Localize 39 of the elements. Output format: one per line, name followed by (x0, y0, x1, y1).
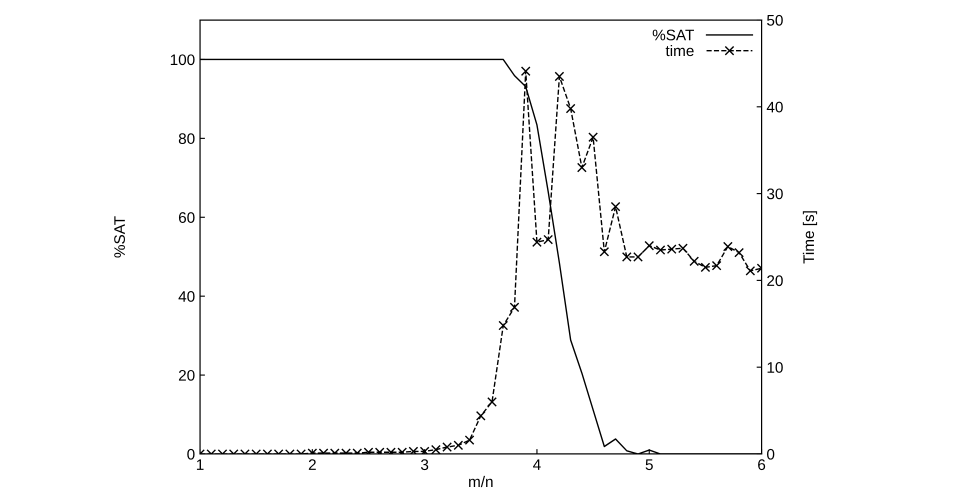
y2-axis-title: Time [s] (802, 211, 818, 264)
point (498, 320, 508, 330)
x-tick-label: 4 (533, 459, 541, 470)
point (588, 132, 598, 142)
x-tick-label: 5 (646, 459, 653, 470)
y2-tick-label: 50 (767, 14, 783, 26)
point (723, 242, 733, 252)
y2-tick-label: 10 (768, 362, 783, 373)
point (745, 266, 756, 276)
x-tick-label: 1 (196, 459, 204, 470)
y-tick-label: 0 (187, 448, 195, 460)
y-axis-title: %SAT (114, 216, 125, 258)
point (689, 256, 700, 266)
y2-tick-label: 40 (766, 102, 783, 112)
point (510, 302, 520, 312)
point (543, 234, 554, 244)
point (644, 240, 654, 251)
y-tick-label: 40 (178, 291, 195, 302)
point (610, 202, 620, 212)
y-tick-label: 20 (178, 370, 195, 381)
y2-tick-label: 30 (767, 188, 783, 200)
x-tick-label: 6 (758, 459, 766, 470)
y-tick-label: 60 (178, 212, 195, 223)
point (577, 162, 587, 172)
point (520, 66, 531, 76)
y2-tick-label: 0 (767, 448, 774, 460)
point (566, 104, 576, 114)
point (554, 72, 564, 82)
legend-label: %SAT (652, 30, 694, 40)
x-tick-label: 2 (308, 459, 316, 470)
legend-label: time (666, 44, 694, 56)
point (734, 248, 744, 258)
x-tick-label: 3 (420, 459, 428, 470)
point (599, 246, 610, 257)
y2-tick-label: 20 (767, 275, 783, 286)
point (532, 237, 542, 248)
y-tick-label: 80 (178, 133, 195, 144)
x-axis-title: m/n (469, 476, 493, 488)
y-tick-label: 100 (170, 54, 195, 66)
